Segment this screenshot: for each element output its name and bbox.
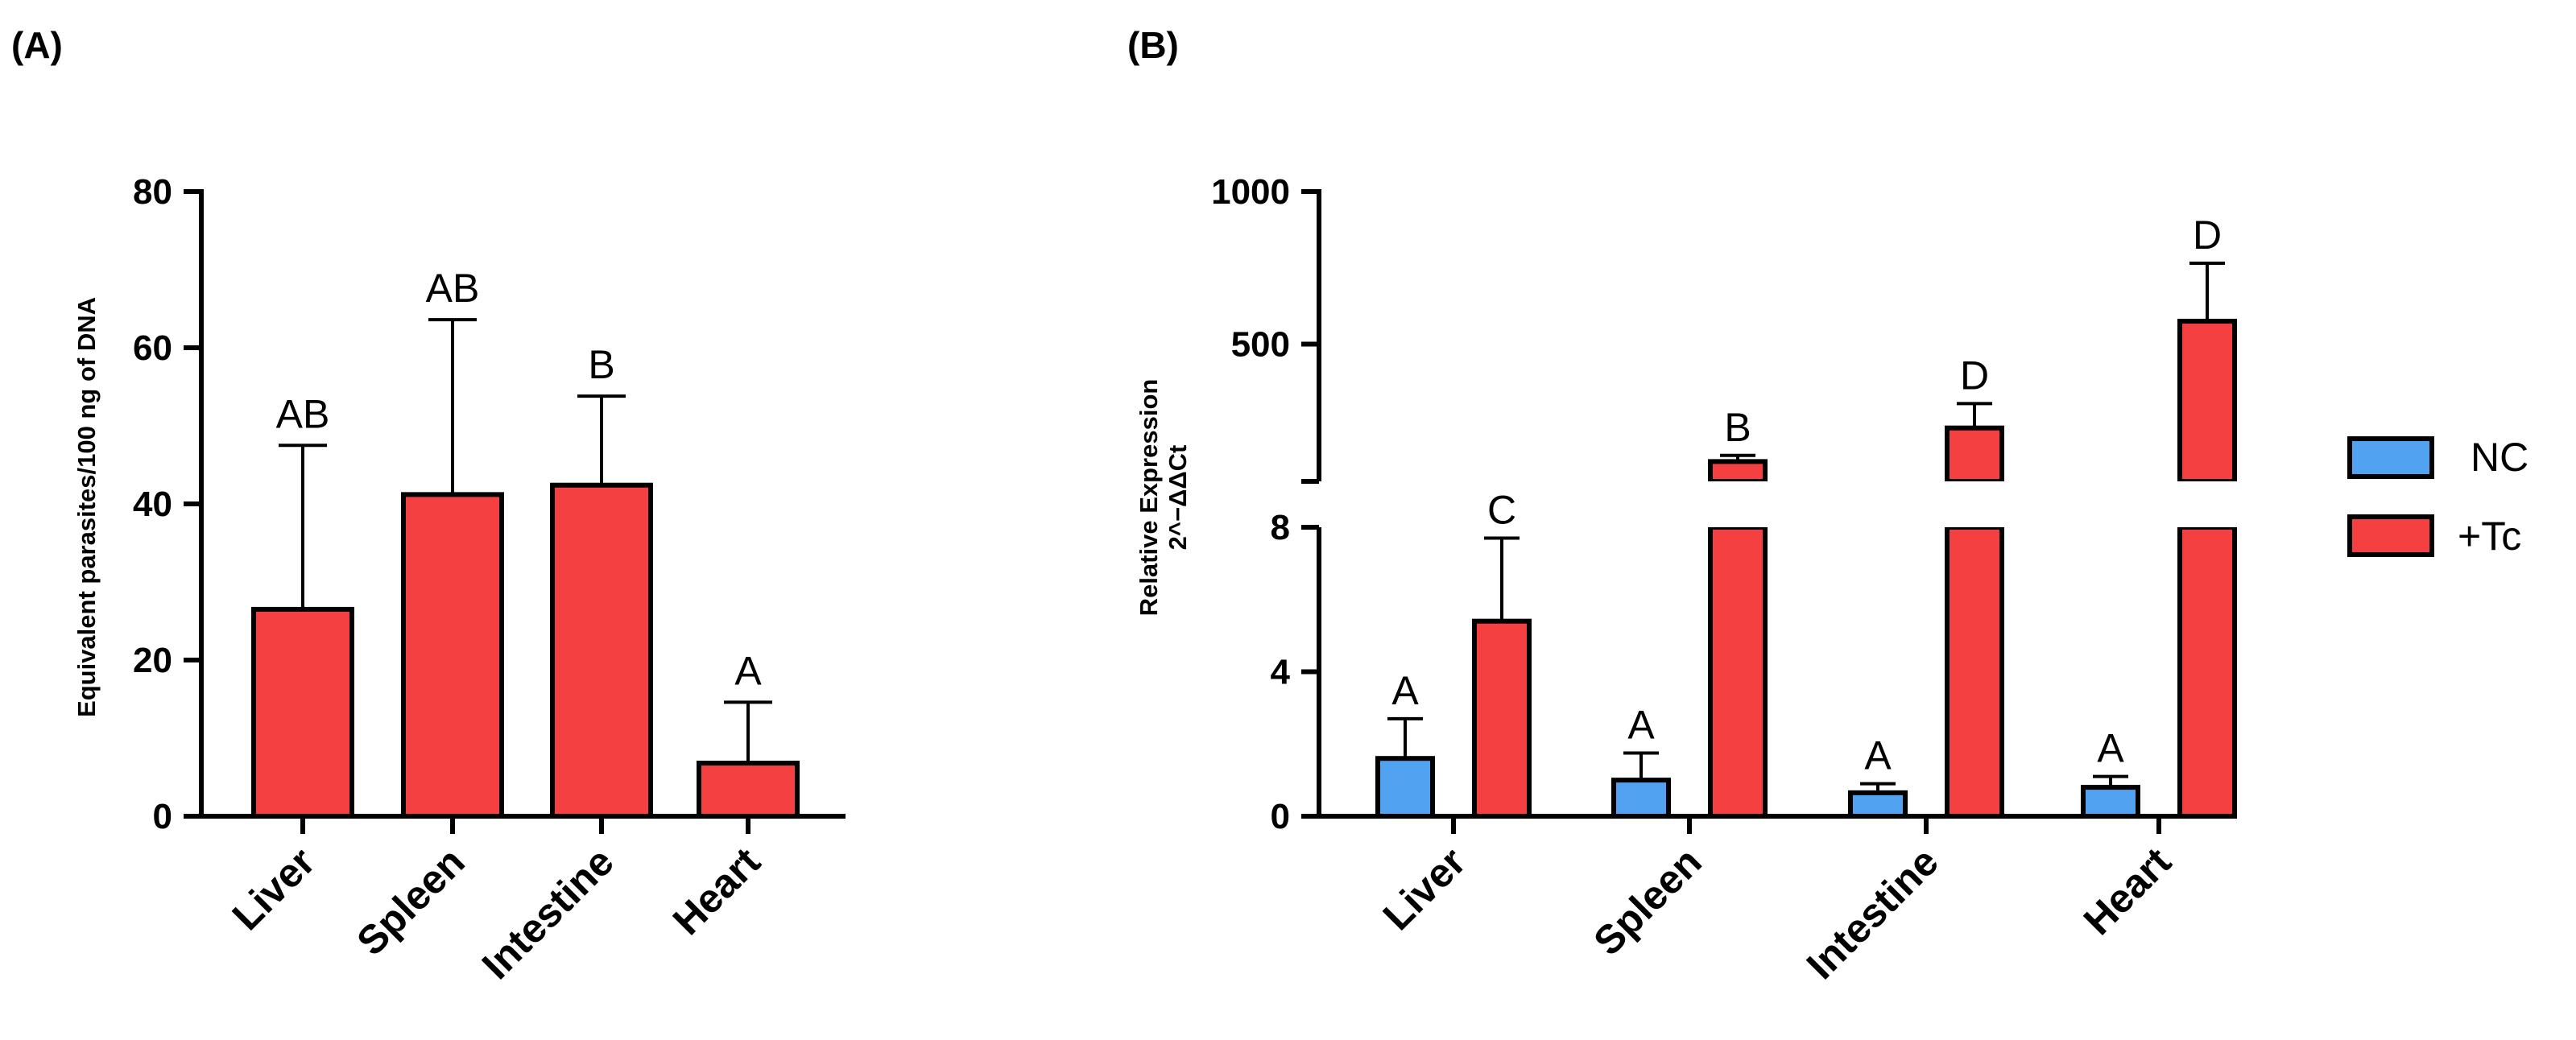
legend-label-nc: NC [2471,435,2528,480]
panel-b-bar-break-gap-tc-intestine [1944,481,2005,527]
panel-b-bar-nc-liver [1375,756,1435,819]
panel-a-bar-heart [697,761,800,819]
panel-b-significance-letter-nc-liver: A [1391,668,1419,713]
panel-b-bar-lower-tc-heart [2177,525,2237,819]
panel-a-x-tick-label-intestine: Intestine [473,839,622,988]
panel-b-bar-upper-tc-heart [2177,319,2237,485]
panel-b-x-tick-label-spleen: Spleen [1585,839,1710,964]
panel-b-bar-tc-liver [1472,618,1532,819]
panel-b-y-tick-label-lower: 8 [1271,508,1290,547]
panel-b-bar-lower-tc-spleen [1708,525,1768,819]
panel-b-bar-nc-intestine [1848,790,1908,819]
panel-b-y-tick-label-lower: 0 [1271,797,1290,836]
panel-a: Equivalent parasites/100 ng of DNA 0 20 40… [72,172,846,988]
panel-a-y-tick-label: 0 [153,797,172,836]
panel-b-bar-nc-heart [2081,785,2140,819]
panel-a-label: (A) [11,24,63,66]
panel-a-y-tick-label: 20 [133,641,172,680]
panel-b-significance-letter-tc-intestine: D [1960,353,1989,398]
legend-label-tc: +Tc [2458,514,2521,559]
panel-a-x-tick-label-heart: Heart [664,839,769,943]
panel-b-bar-lower-tc-intestine [1945,525,2004,819]
panel-b-significance-letter-tc-spleen: B [1724,405,1751,450]
panel-a-y-axis-label: Equivalent parasites/100 ng of DNA [72,297,101,717]
panel-b-x-tick-label-heart: Heart [2075,839,2180,943]
panel-b-significance-letter-nc-heart: A [2097,726,2124,771]
panel-b-significance-letter-tc-heart: D [2193,213,2222,258]
panel-b-y-axis-label-line2: 2^−ΔΔCt [1164,445,1192,551]
panel-b-x-tick-label-liver: Liver [1375,839,1474,939]
panel-b-y-tick-label-upper: 1000 [1211,172,1290,212]
panel-b: Relative Expression 2^−ΔΔCt 0 4 8 500 1000 Li… [1135,172,2238,988]
panel-b-significance-letter-nc-intestine: A [1864,733,1892,778]
legend: NC +Tc [2347,435,2528,559]
panel-a-bar-liver [251,606,354,819]
panel-a-bar-spleen [401,492,504,819]
panel-a-x-tick-label-liver: Liver [224,839,324,939]
panel-b-y-tick-label-upper: 500 [1231,324,1290,364]
panel-b-significance-letter-tc-liver: C [1487,487,1516,532]
panel-a-y-tick-label: 40 [133,485,172,524]
panel-b-y-tick-label-lower: 4 [1271,653,1291,692]
panel-a-significance-letter-intestine: B [588,342,614,387]
panel-b-bar-break-gap-tc-spleen [1707,481,1768,527]
panel-b-y-axis-label-line1: Relative Expression [1135,379,1163,617]
panel-b-bar-upper-tc-intestine [1945,425,2004,484]
panel-a-y-tick-label: 80 [133,172,172,212]
panel-a-x-tick-label-spleen: Spleen [348,839,473,964]
panel-a-significance-letter-liver: AB [276,391,330,436]
legend-swatch-tc [2347,514,2434,557]
panel-b-bar-nc-spleen [1611,778,1671,819]
panel-b-label: (B) [1127,24,1179,66]
panel-b-x-tick-label-intestine: Intestine [1798,839,1947,988]
panel-a-bar-intestine [550,482,653,819]
legend-swatch-nc [2347,436,2434,479]
panel-b-bar-upper-tc-spleen [1708,459,1768,484]
panel-a-significance-letter-heart: A [734,648,762,693]
panel-a-significance-letter-spleen: AB [426,266,480,311]
panel-a-y-tick-label: 60 [133,328,172,368]
panel-b-bar-break-gap-tc-heart [2177,481,2238,527]
panel-b-significance-letter-nc-spleen: A [1627,702,1655,747]
